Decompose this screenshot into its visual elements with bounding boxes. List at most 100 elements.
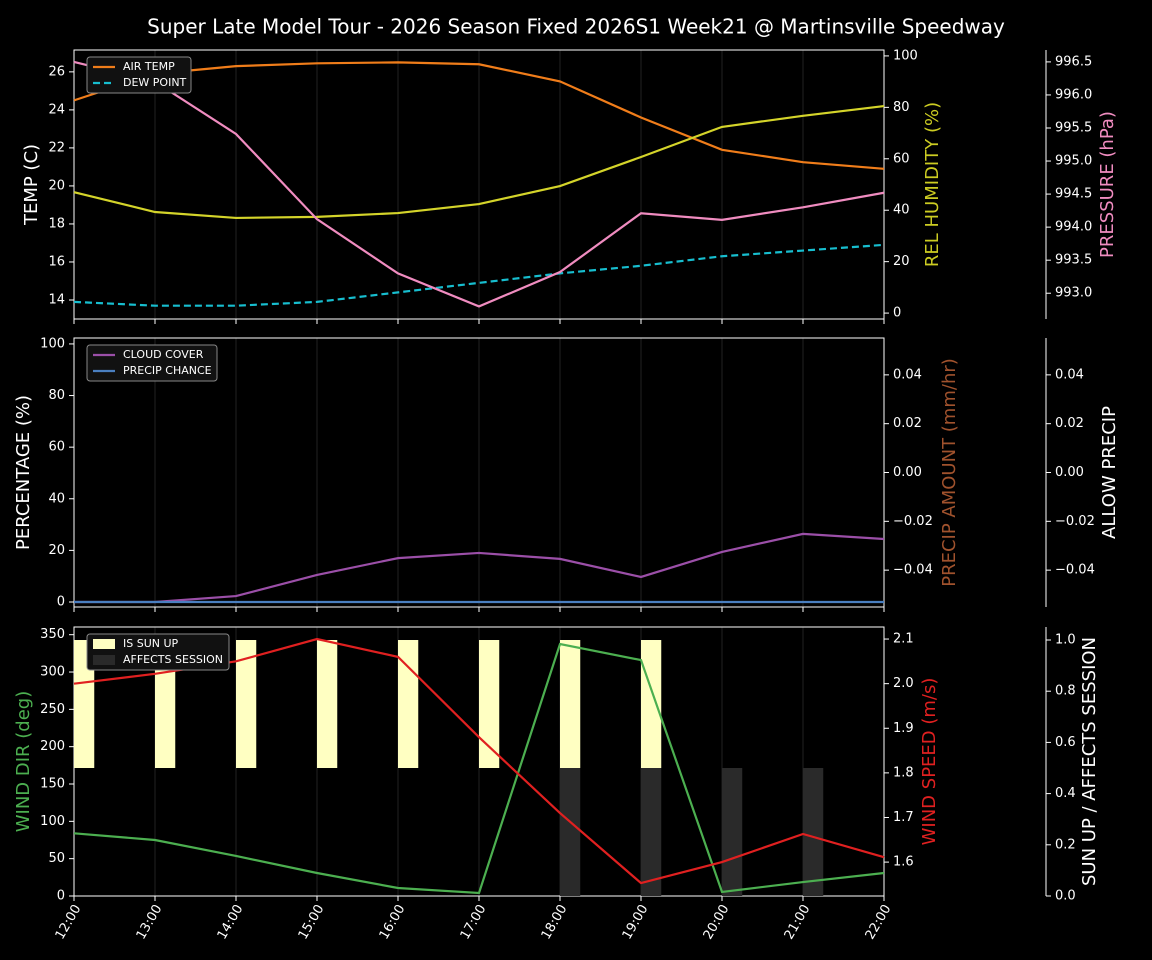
x-tick-label: 13:00: [134, 902, 166, 942]
legend-label: AFFECTS SESSION: [123, 653, 223, 666]
y-tick-label: 60: [48, 440, 65, 455]
bar: [803, 768, 824, 896]
y3-tick-label: −0.04: [1055, 563, 1095, 578]
legend-swatch: [93, 639, 115, 649]
y3-tick-label: 0.4: [1055, 786, 1076, 801]
y3-tick-label: −0.02: [1055, 514, 1095, 529]
y3-axis-title: SUN UP / AFFECTS SESSION: [1079, 637, 1100, 886]
legend-box: [86, 633, 230, 671]
bar: [560, 768, 581, 896]
y2-tick-label: 0.00: [893, 465, 922, 480]
series-line: [73, 642, 885, 895]
y2-tick-label: −0.02: [893, 514, 933, 529]
legend-box: [86, 344, 218, 382]
y-tick-label: 300: [40, 665, 65, 680]
bar: [560, 640, 581, 769]
y3-tick-label: 1.0: [1055, 633, 1076, 648]
x-tick-label: 19:00: [620, 902, 652, 942]
series-line: [73, 60, 885, 308]
y3-tick-label: 995.0: [1055, 154, 1092, 169]
y-tick-label: 20: [48, 178, 65, 193]
bar: [317, 640, 338, 769]
x-tick-label: 17:00: [458, 902, 490, 942]
y3-tick-label: 0.02: [1055, 416, 1084, 431]
y3-tick-label: 994.5: [1055, 187, 1092, 202]
y-tick-label: 0: [57, 594, 65, 609]
y2-tick-label: 2.1: [893, 632, 914, 647]
y3-tick-label: 0.04: [1055, 367, 1084, 382]
y2-tick-label: 100: [893, 48, 918, 63]
y-tick-label: 14: [48, 292, 65, 307]
y2-axis-title: PRECIP AMOUNT (mm/hr): [939, 358, 960, 587]
y-tick-label: 350: [40, 627, 65, 642]
chart-title: Super Late Model Tour - 2026 Season Fixe…: [147, 15, 1005, 39]
y3-tick-label: 0.00: [1055, 465, 1084, 480]
y3-tick-label: 0.6: [1055, 735, 1076, 750]
y2-tick-label: 1.8: [893, 765, 914, 780]
y2-tick-label: 1.9: [893, 721, 914, 736]
legend-label: IS SUN UP: [123, 637, 179, 650]
legend-label: CLOUD COVER: [123, 348, 204, 361]
x-tick-label: 15:00: [296, 902, 328, 942]
y2-tick-label: 1.6: [893, 855, 914, 870]
bar: [641, 640, 662, 769]
y-tick-label: 16: [48, 254, 65, 269]
x-tick-label: 18:00: [539, 902, 571, 942]
y2-tick-label: 60: [893, 151, 910, 166]
x-tick-label: 12:00: [53, 902, 85, 942]
y-axis-title: PERCENTAGE (%): [13, 395, 34, 550]
y-tick-label: 26: [48, 64, 65, 79]
y2-tick-label: 0.04: [893, 367, 922, 382]
y-tick-label: 80: [48, 388, 65, 403]
bar: [236, 640, 257, 769]
series-line: [73, 61, 885, 170]
y3-tick-label: 993.0: [1055, 286, 1092, 301]
y-tick-label: 200: [40, 739, 65, 754]
y2-axis-title: WIND SPEED (m/s): [919, 678, 940, 846]
bar: [74, 640, 95, 769]
y-tick-label: 40: [48, 491, 65, 506]
y2-tick-label: 2.0: [893, 676, 914, 691]
y-tick-label: 100: [40, 336, 65, 351]
y3-tick-label: 995.5: [1055, 120, 1092, 135]
y2-tick-label: 40: [893, 203, 910, 218]
y-tick-label: 18: [48, 216, 65, 231]
series-line: [74, 532, 885, 604]
y3-axis-title: ALLOW PRECIP: [1099, 406, 1120, 539]
y2-tick-label: −0.04: [893, 563, 933, 578]
series-line: [73, 243, 885, 307]
y2-tick-label: 20: [893, 254, 910, 269]
y3-axis-title: PRESSURE (hPa): [1097, 111, 1118, 258]
y-tick-label: 22: [48, 140, 65, 155]
y3-tick-label: 996.0: [1055, 87, 1092, 102]
legend-label: PRECIP CHANCE: [123, 364, 212, 377]
y2-tick-label: 0.02: [893, 416, 922, 431]
y2-tick-label: 0: [893, 306, 901, 321]
y3-tick-label: 0.0: [1055, 889, 1076, 904]
y-axis-title: WIND DIR (deg): [13, 691, 34, 833]
bar: [722, 768, 743, 896]
y-axis-title: TEMP (C): [21, 144, 42, 226]
y2-tick-label: 80: [893, 100, 910, 115]
y2-axis-title: REL HUMIDITY (%): [922, 102, 943, 267]
y-tick-label: 24: [48, 102, 65, 117]
x-tick-label: 20:00: [701, 902, 733, 942]
y-tick-label: 150: [40, 777, 65, 792]
y-tick-label: 250: [40, 702, 65, 717]
y3-tick-label: 0.8: [1055, 684, 1076, 699]
y-tick-label: 0: [57, 889, 65, 904]
bar: [479, 640, 500, 769]
series-line: [73, 104, 885, 220]
x-tick-label: 14:00: [215, 902, 247, 942]
y3-tick-label: 993.5: [1055, 253, 1092, 268]
y3-tick-label: 994.0: [1055, 220, 1092, 235]
bar: [641, 768, 662, 896]
x-tick-label: 21:00: [782, 902, 814, 942]
y-tick-label: 100: [40, 814, 65, 829]
x-tick-label: 16:00: [377, 902, 409, 942]
legend-label: AIR TEMP: [123, 60, 175, 73]
y2-tick-label: 1.7: [893, 810, 914, 825]
y3-tick-label: 996.5: [1055, 54, 1092, 69]
